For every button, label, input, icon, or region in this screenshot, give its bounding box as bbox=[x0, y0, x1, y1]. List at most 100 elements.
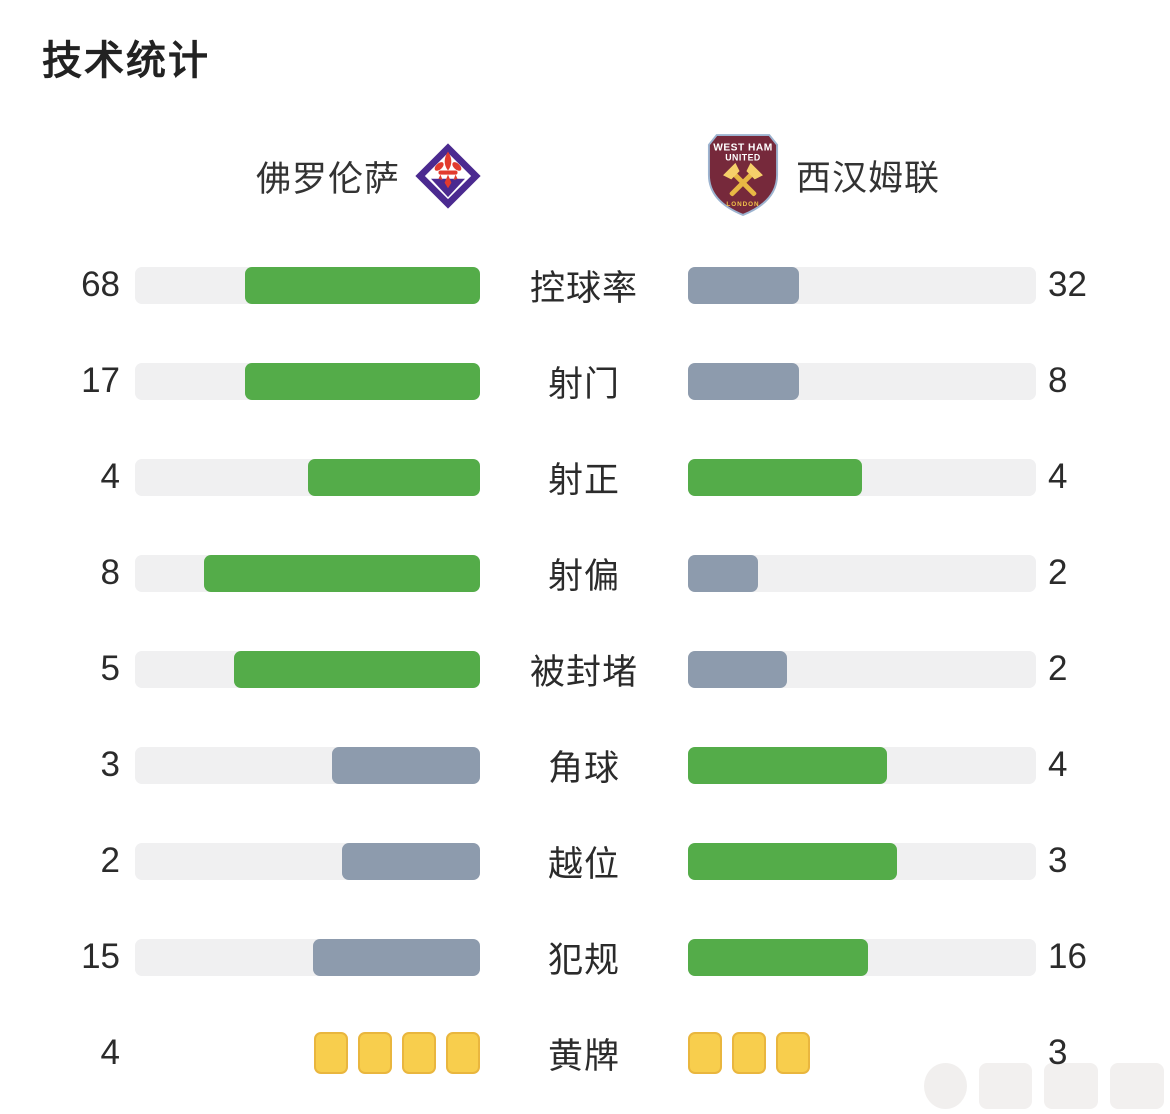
home-bar-area bbox=[135, 938, 480, 976]
home-value: 2 bbox=[100, 841, 120, 880]
home-value: 4 bbox=[100, 457, 120, 496]
stat-label: 黄牌 bbox=[547, 1036, 620, 1076]
away-bar-fill bbox=[688, 746, 887, 784]
stats-list: 68 控球率 32 17 射门 8 4 射正 4 8 射偏 2 5 被封堵 2 3 角球 4 2 越位 3 15 犯规 16 4… bbox=[0, 237, 1170, 1101]
stat-label: 犯规 bbox=[547, 940, 620, 980]
yellow-card-icon bbox=[688, 1032, 722, 1074]
crossed-hammers-icon bbox=[723, 162, 763, 197]
away-value: 3 bbox=[1048, 1033, 1068, 1072]
teams-header: 佛罗伦萨 bbox=[0, 132, 1170, 224]
stat-label: 角球 bbox=[547, 748, 620, 788]
away-bar-fill bbox=[688, 650, 788, 688]
away-value: 3 bbox=[1048, 841, 1068, 880]
team-home-name: 佛罗伦萨 bbox=[255, 159, 400, 199]
stat-row: 17 射门 8 bbox=[0, 333, 1170, 429]
away-bar-track bbox=[688, 266, 1036, 304]
home-bar-fill bbox=[332, 746, 480, 784]
stat-row: 2 越位 3 bbox=[0, 813, 1170, 909]
away-value: 4 bbox=[1048, 457, 1068, 496]
yellow-card-icon bbox=[776, 1032, 810, 1074]
home-value: 5 bbox=[100, 649, 120, 688]
away-value: 4 bbox=[1048, 745, 1068, 784]
team-away: WEST HAM UNITED LONDON 西 bbox=[706, 132, 940, 218]
away-bar-area bbox=[688, 938, 1036, 976]
home-value: 8 bbox=[100, 553, 120, 592]
away-bar-area bbox=[688, 1032, 1036, 1074]
home-bar-area bbox=[135, 266, 480, 304]
home-bar-area bbox=[135, 554, 480, 592]
away-value: 2 bbox=[1048, 649, 1068, 688]
away-value: 32 bbox=[1048, 265, 1087, 304]
team-away-name: 西汉姆联 bbox=[796, 158, 941, 198]
away-value: 8 bbox=[1048, 361, 1068, 400]
yellow-card-icon bbox=[314, 1032, 348, 1074]
away-bar-track bbox=[688, 746, 1036, 784]
home-value: 15 bbox=[81, 937, 120, 976]
away-value: 16 bbox=[1048, 937, 1087, 976]
stat-row: 4 射正 4 bbox=[0, 429, 1170, 525]
stat-label: 射正 bbox=[547, 460, 620, 500]
home-bar-area bbox=[135, 842, 480, 880]
away-bar-track bbox=[688, 938, 1036, 976]
home-bar-fill bbox=[307, 458, 480, 496]
home-bar-track bbox=[135, 554, 480, 592]
home-bar-track bbox=[135, 746, 480, 784]
stat-row: 68 控球率 32 bbox=[0, 237, 1170, 333]
away-bar-area bbox=[688, 746, 1036, 784]
crest-text-mid: UNITED bbox=[725, 152, 761, 162]
crest-text-top: WEST HAM bbox=[713, 143, 773, 154]
stat-row: 5 被封堵 2 bbox=[0, 621, 1170, 717]
away-bar-track bbox=[688, 458, 1036, 496]
home-bar-area bbox=[135, 746, 480, 784]
home-bar-fill bbox=[245, 266, 480, 304]
crest-text-bottom: LONDON bbox=[726, 201, 759, 208]
home-bar-fill bbox=[245, 362, 480, 400]
stat-row: 15 犯规 16 bbox=[0, 909, 1170, 1005]
stat-label: 越位 bbox=[547, 844, 620, 884]
stat-label: 射门 bbox=[547, 364, 620, 404]
away-bar-track bbox=[688, 842, 1036, 880]
fiorentina-crest-icon bbox=[414, 142, 482, 210]
home-bar-fill bbox=[233, 650, 480, 688]
stat-label: 射偏 bbox=[547, 556, 620, 596]
away-bar-area bbox=[688, 266, 1036, 304]
home-bar-area bbox=[135, 1032, 480, 1074]
stat-row: 3 角球 4 bbox=[0, 717, 1170, 813]
home-bar-track bbox=[135, 938, 480, 976]
away-bar-track bbox=[688, 554, 1036, 592]
page-title: 技术统计 bbox=[42, 39, 210, 83]
home-bar-fill bbox=[204, 554, 480, 592]
home-bar-area bbox=[135, 362, 480, 400]
home-value: 3 bbox=[100, 745, 120, 784]
stat-row: 8 射偏 2 bbox=[0, 525, 1170, 621]
westham-crest-icon: WEST HAM UNITED LONDON bbox=[706, 132, 780, 218]
home-bar-area bbox=[135, 650, 480, 688]
home-value: 4 bbox=[100, 1033, 120, 1072]
yellow-card-icon bbox=[358, 1032, 392, 1074]
home-bar-track bbox=[135, 842, 480, 880]
home-bar-fill bbox=[313, 938, 480, 976]
yellow-card-icon bbox=[402, 1032, 436, 1074]
stat-label: 被封堵 bbox=[529, 652, 638, 692]
home-bar-track bbox=[135, 650, 480, 688]
stat-row: 4 黄牌 3 bbox=[0, 1005, 1170, 1101]
away-bar-area bbox=[688, 842, 1036, 880]
away-bar-fill bbox=[688, 458, 862, 496]
away-bar-fill bbox=[688, 554, 758, 592]
away-yellow-cards bbox=[688, 1032, 810, 1074]
home-bar-track bbox=[135, 458, 480, 496]
home-value: 17 bbox=[81, 361, 120, 400]
away-bar-area bbox=[688, 362, 1036, 400]
home-bar-fill bbox=[342, 842, 480, 880]
yellow-card-icon bbox=[732, 1032, 766, 1074]
away-value: 2 bbox=[1048, 553, 1068, 592]
away-bar-fill bbox=[688, 842, 897, 880]
home-value: 68 bbox=[81, 265, 120, 304]
away-bar-track bbox=[688, 650, 1036, 688]
away-bar-area bbox=[688, 650, 1036, 688]
stat-label: 控球率 bbox=[529, 268, 638, 308]
home-bar-area bbox=[135, 458, 480, 496]
home-yellow-cards bbox=[314, 1032, 480, 1074]
home-bar-track bbox=[135, 266, 480, 304]
away-bar-area bbox=[688, 458, 1036, 496]
